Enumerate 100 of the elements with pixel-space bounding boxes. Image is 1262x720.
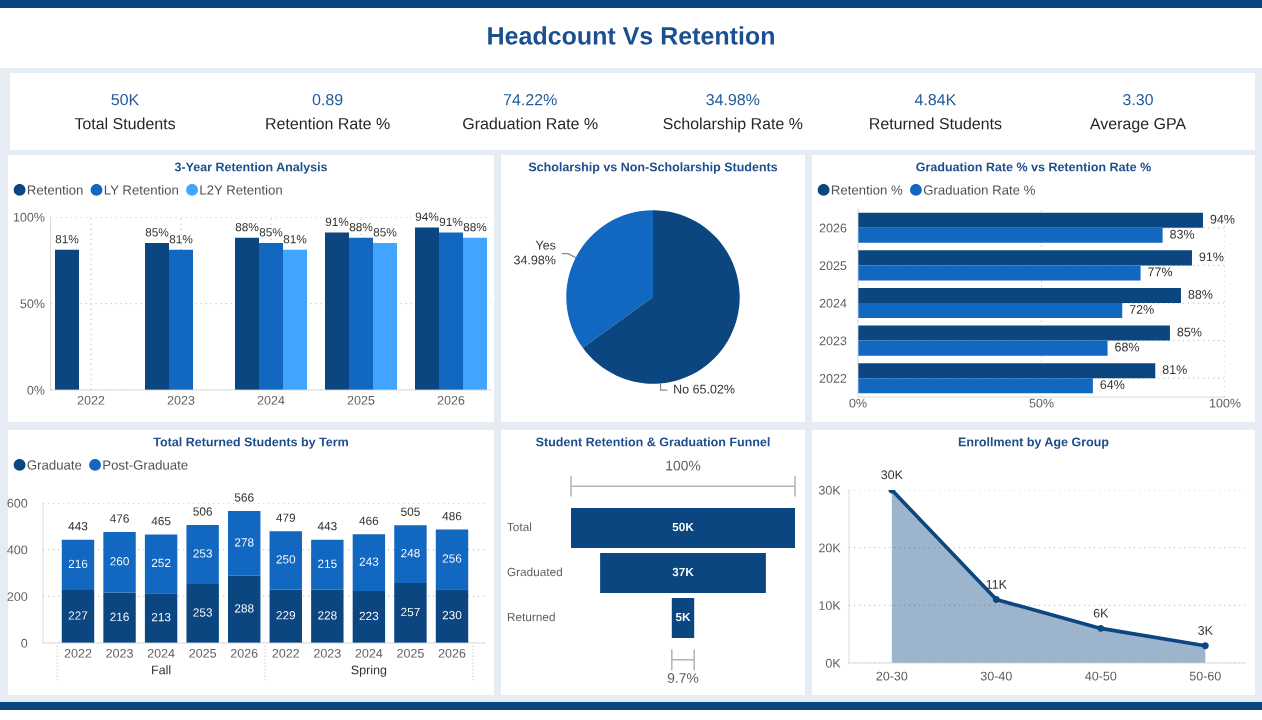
data-label: 64% [1100, 380, 1125, 390]
x-tick-label: 2026 [230, 648, 258, 658]
bar [858, 325, 1170, 341]
x-tick-label: 2023 [314, 648, 341, 658]
y-tick-label: 2022 [819, 374, 847, 383]
chart-title: Graduation Rate % vs Retention Rate % [916, 162, 1151, 172]
legend-label: LY Retention [104, 185, 179, 195]
point [1097, 624, 1105, 632]
x-tick-label: 50% [1029, 398, 1054, 408]
bar [463, 237, 487, 390]
legend-label: Graduation Rate % [923, 185, 1035, 195]
x-tick-label: 2026 [437, 395, 465, 405]
bar [858, 340, 1108, 356]
y-tick-label: 10K [819, 601, 841, 610]
category-label: Returned [507, 612, 555, 622]
data-label: 81% [1162, 365, 1187, 375]
bar [439, 232, 463, 390]
data-label: 88% [1188, 289, 1213, 299]
bar [144, 593, 178, 643]
chart-title: 3-Year Retention Analysis [174, 162, 328, 174]
text: Total Students [74, 117, 176, 130]
bar [325, 232, 349, 390]
text: 74.22% [503, 93, 557, 106]
bar [858, 287, 1181, 303]
text: Average GPA [1089, 117, 1187, 133]
bar [373, 242, 397, 390]
legend-label: Graduate [27, 460, 82, 470]
data-label: 34.98% [513, 255, 556, 265]
bar [858, 378, 1093, 394]
text: Retention Rate % [266, 117, 390, 130]
bar [103, 592, 136, 643]
bar [61, 539, 95, 591]
bar [259, 242, 283, 390]
y-tick-label: 20K [819, 543, 841, 553]
data-label: 5K [675, 612, 691, 622]
data-label: 260 [110, 557, 129, 566]
data-label: 88% [235, 222, 259, 232]
chart-title: Enrollment by Age Group [958, 437, 1109, 449]
bar [311, 539, 344, 590]
data-label: 252 [151, 558, 171, 568]
total-label: 466 [359, 516, 379, 525]
data-label: 229 [276, 611, 296, 620]
y-tick-label: 30K [818, 485, 841, 495]
total-label: 486 [442, 511, 462, 521]
data-label: 81% [55, 235, 79, 244]
text: Spring [351, 665, 387, 677]
y-tick-label: 2025 [819, 261, 847, 271]
total-label: 505 [401, 507, 420, 516]
bar [435, 589, 469, 643]
data-label: 81% [283, 235, 307, 244]
data-label: 30K [881, 470, 903, 480]
data-label: 223 [359, 611, 379, 621]
x-tick-label: 2022 [64, 648, 92, 658]
bar [235, 237, 259, 390]
data-label: 248 [401, 548, 420, 558]
bar [283, 249, 307, 390]
category-label: Graduated [507, 567, 562, 577]
data-label: 72% [1129, 305, 1154, 314]
chart-title: Total Returned Students by Term [153, 437, 348, 449]
x-tick-label: 2023 [167, 395, 195, 405]
text: Returned Students [870, 117, 1002, 130]
data-label: 83% [1170, 229, 1195, 239]
bar [186, 524, 219, 584]
data-label: 230 [442, 610, 462, 620]
pie-slice [566, 210, 653, 348]
data-label: 68% [1115, 342, 1140, 352]
data-label: 216 [110, 612, 129, 621]
category-label: Total [507, 522, 532, 532]
data-label: 85% [373, 228, 397, 237]
legend-label: Post-Graduate [103, 460, 188, 470]
x-tick-label: 100% [1209, 398, 1241, 408]
bar [858, 227, 1163, 243]
data-label: 216 [68, 559, 88, 568]
text: Student Retention & Graduation Funnel [536, 437, 770, 447]
text: 100% [666, 460, 701, 471]
text: 34.98% [706, 93, 760, 106]
x-tick-label: 50-60 [1189, 671, 1221, 681]
x-tick-label: 2022 [77, 395, 105, 405]
bar [858, 212, 1203, 228]
y-tick-label: 2026 [819, 223, 847, 233]
bar [858, 363, 1156, 379]
data-label: 88% [349, 222, 373, 232]
data-label: 227 [68, 611, 88, 620]
data-label: 94% [1210, 214, 1235, 224]
x-tick-label: 20-30 [876, 671, 908, 681]
data-label: 253 [193, 608, 212, 617]
data-label: 37K [672, 567, 694, 577]
text: Fall [152, 665, 171, 675]
bar [61, 590, 95, 643]
data-label: 253 [193, 549, 212, 558]
data-label: 77% [1148, 267, 1173, 277]
total-label: 443 [317, 522, 337, 531]
data-label: 50K [672, 522, 694, 532]
data-label: 278 [234, 538, 254, 547]
x-tick-label: 2025 [397, 648, 424, 658]
data-label: 94% [415, 212, 439, 221]
data-label: 288 [234, 604, 254, 613]
data-label: 6K [1093, 608, 1109, 618]
point [992, 596, 1000, 604]
total-label: 476 [109, 514, 129, 523]
